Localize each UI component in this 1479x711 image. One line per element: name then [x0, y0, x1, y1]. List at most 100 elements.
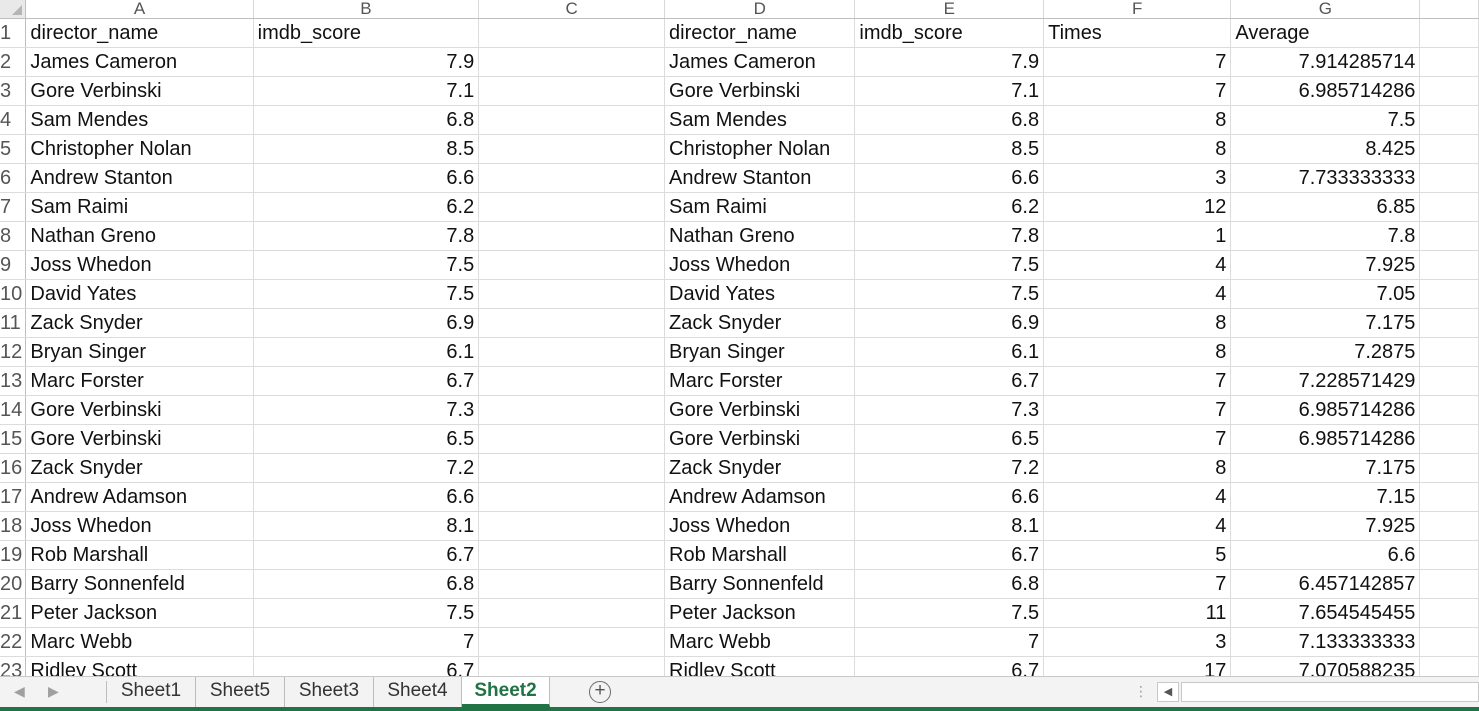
- cell-c19[interactable]: [478, 540, 666, 570]
- cell-overflow[interactable]: [1419, 76, 1479, 106]
- cell-d8[interactable]: Nathan Greno: [664, 221, 856, 251]
- cell-e5[interactable]: 8.5: [854, 134, 1045, 164]
- cell-a23[interactable]: Ridley Scott: [25, 656, 254, 676]
- cell-overflow[interactable]: [1419, 511, 1479, 541]
- cell-e8[interactable]: 7.8: [854, 221, 1045, 251]
- cell-overflow[interactable]: [1419, 540, 1479, 570]
- cell-a17[interactable]: Andrew Adamson: [25, 482, 254, 512]
- column-header-f[interactable]: F: [1043, 0, 1232, 19]
- cell-c22[interactable]: [478, 627, 666, 657]
- cell-a6[interactable]: Andrew Stanton: [25, 163, 254, 193]
- row-header[interactable]: 17: [0, 482, 27, 512]
- cell-f12[interactable]: 8: [1043, 337, 1232, 367]
- cell-b5[interactable]: 8.5: [253, 134, 480, 164]
- row-header[interactable]: 11: [0, 308, 27, 338]
- cell-e13[interactable]: 6.7: [854, 366, 1045, 396]
- prev-sheet-icon[interactable]: ◀: [14, 683, 25, 699]
- cell-g2[interactable]: 7.914285714: [1230, 47, 1421, 77]
- cell-overflow[interactable]: [1419, 482, 1479, 512]
- cell-c1[interactable]: [478, 18, 666, 48]
- cell-g18[interactable]: 7.925: [1230, 511, 1421, 541]
- cell-g10[interactable]: 7.05: [1230, 279, 1421, 309]
- select-all-corner[interactable]: [0, 0, 27, 19]
- tab-sheet4[interactable]: Sheet4: [374, 677, 462, 707]
- cell-overflow[interactable]: [1419, 134, 1479, 164]
- cell-b19[interactable]: 6.7: [253, 540, 480, 570]
- cell-c16[interactable]: [478, 453, 666, 483]
- cell-c21[interactable]: [478, 598, 666, 628]
- cell-f18[interactable]: 4: [1043, 511, 1232, 541]
- cell-a5[interactable]: Christopher Nolan: [25, 134, 254, 164]
- cell-e23[interactable]: 6.7: [854, 656, 1045, 676]
- cell-c2[interactable]: [478, 47, 666, 77]
- cell-overflow[interactable]: [1419, 18, 1479, 48]
- cell-c11[interactable]: [478, 308, 666, 338]
- cell-overflow[interactable]: [1419, 395, 1479, 425]
- cell-a11[interactable]: Zack Snyder: [25, 308, 254, 338]
- cell-overflow[interactable]: [1419, 424, 1479, 454]
- cell-a10[interactable]: David Yates: [25, 279, 254, 309]
- cell-f4[interactable]: 8: [1043, 105, 1232, 135]
- column-header-b[interactable]: B: [253, 0, 480, 19]
- cell-c14[interactable]: [478, 395, 666, 425]
- cell-a7[interactable]: Sam Raimi: [25, 192, 254, 222]
- cell-c8[interactable]: [478, 221, 666, 251]
- cell-f15[interactable]: 7: [1043, 424, 1232, 454]
- cell-e1[interactable]: imdb_score: [854, 18, 1045, 48]
- cell-overflow[interactable]: [1419, 192, 1479, 222]
- cell-g9[interactable]: 7.925: [1230, 250, 1421, 280]
- row-header[interactable]: 13: [0, 366, 27, 396]
- cell-g17[interactable]: 7.15: [1230, 482, 1421, 512]
- more-options-icon[interactable]: ⋮: [1134, 683, 1148, 699]
- cell-g8[interactable]: 7.8: [1230, 221, 1421, 251]
- cell-e20[interactable]: 6.8: [854, 569, 1045, 599]
- cell-b23[interactable]: 6.7: [253, 656, 480, 676]
- cell-c10[interactable]: [478, 279, 666, 309]
- cell-overflow[interactable]: [1419, 105, 1479, 135]
- cell-b20[interactable]: 6.8: [253, 569, 480, 599]
- row-header[interactable]: 22: [0, 627, 27, 657]
- cell-f20[interactable]: 7: [1043, 569, 1232, 599]
- cell-f3[interactable]: 7: [1043, 76, 1232, 106]
- cell-d6[interactable]: Andrew Stanton: [664, 163, 856, 193]
- cell-d7[interactable]: Sam Raimi: [664, 192, 856, 222]
- cell-overflow[interactable]: [1419, 250, 1479, 280]
- cell-overflow[interactable]: [1419, 163, 1479, 193]
- cell-overflow[interactable]: [1419, 656, 1479, 676]
- column-header-e[interactable]: E: [854, 0, 1045, 19]
- cell-d4[interactable]: Sam Mendes: [664, 105, 856, 135]
- cell-f21[interactable]: 11: [1043, 598, 1232, 628]
- cell-e10[interactable]: 7.5: [854, 279, 1045, 309]
- cell-a12[interactable]: Bryan Singer: [25, 337, 254, 367]
- cell-e15[interactable]: 6.5: [854, 424, 1045, 454]
- cell-c18[interactable]: [478, 511, 666, 541]
- cell-a4[interactable]: Sam Mendes: [25, 105, 254, 135]
- cell-g12[interactable]: 7.2875: [1230, 337, 1421, 367]
- cell-e4[interactable]: 6.8: [854, 105, 1045, 135]
- cell-f13[interactable]: 7: [1043, 366, 1232, 396]
- row-header[interactable]: 18: [0, 511, 27, 541]
- cell-b8[interactable]: 7.8: [253, 221, 480, 251]
- cell-a8[interactable]: Nathan Greno: [25, 221, 254, 251]
- cell-g14[interactable]: 6.985714286: [1230, 395, 1421, 425]
- horizontal-scrollbar[interactable]: [1181, 682, 1479, 702]
- cell-g23[interactable]: 7.070588235: [1230, 656, 1421, 676]
- cell-f2[interactable]: 7: [1043, 47, 1232, 77]
- cell-b9[interactable]: 7.5: [253, 250, 480, 280]
- cell-c23[interactable]: [478, 656, 666, 676]
- cell-c20[interactable]: [478, 569, 666, 599]
- cell-f17[interactable]: 4: [1043, 482, 1232, 512]
- cell-a16[interactable]: Zack Snyder: [25, 453, 254, 483]
- cell-d5[interactable]: Christopher Nolan: [664, 134, 856, 164]
- cell-d17[interactable]: Andrew Adamson: [664, 482, 856, 512]
- cell-d9[interactable]: Joss Whedon: [664, 250, 856, 280]
- cell-b12[interactable]: 6.1: [253, 337, 480, 367]
- cell-b17[interactable]: 6.6: [253, 482, 480, 512]
- cell-e14[interactable]: 7.3: [854, 395, 1045, 425]
- row-header[interactable]: 1: [0, 18, 27, 48]
- cell-overflow[interactable]: [1419, 453, 1479, 483]
- cell-d13[interactable]: Marc Forster: [664, 366, 856, 396]
- row-header[interactable]: 4: [0, 105, 27, 135]
